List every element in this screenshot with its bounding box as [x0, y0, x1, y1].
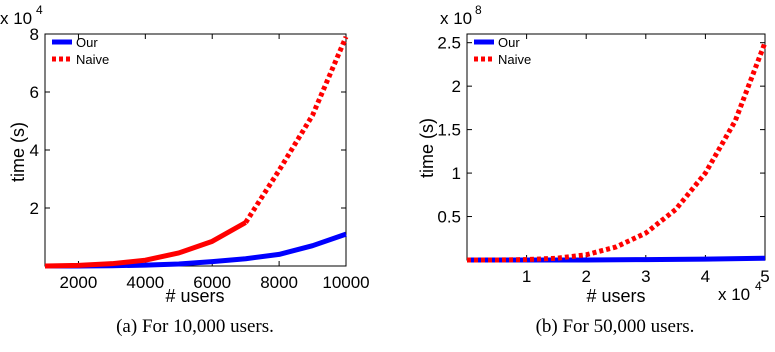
series-naive-line: [467, 41, 768, 263]
legend-label-our: Our: [498, 35, 520, 50]
y-tick-label: 6: [30, 83, 39, 102]
y-axis-label-a: time (s): [8, 122, 28, 182]
x-tick-label: 8000: [260, 273, 298, 292]
legend-b: Our Naive: [474, 35, 531, 67]
legend-label-naive: Naive: [498, 52, 531, 67]
series-naive-line: [44, 220, 247, 269]
y-axis-label-b: time (s): [417, 118, 437, 178]
x-tick-label: 4: [701, 267, 710, 286]
x-tick-label: 3: [641, 267, 650, 286]
y-tick-label: 2: [452, 77, 461, 96]
y-exponent-power-a: 4: [36, 3, 43, 17]
x-tick-label: 6000: [193, 273, 231, 292]
legend-label-naive: Naive: [76, 52, 109, 67]
y-tick-label: 2.5: [437, 34, 461, 53]
x-axis-label-b: # users: [586, 286, 645, 306]
x-exponent-base-b: x 10: [718, 285, 750, 304]
caption-b: (b) For 50,000 users.: [536, 316, 695, 337]
legend-a: Our Naive: [52, 35, 109, 67]
y-tick-label: 1.5: [437, 121, 461, 140]
plot-area-b: [466, 33, 766, 261]
x-tick-label: 4000: [126, 273, 164, 292]
y-tick-label: 2: [30, 199, 39, 218]
x-exponent-power-b: 4: [755, 279, 762, 293]
axis-ticks-b: 1 2 3 4 5 0.5 1 1.5 2 2.5: [437, 34, 769, 286]
legend-label-our: Our: [76, 35, 98, 50]
caption-a: (a) For 10,000 users.: [116, 316, 274, 337]
y-exponent-base-b: x 10: [440, 9, 472, 28]
x-tick-label: 2: [581, 267, 590, 286]
axis-ticks-a: 2000 4000 6000 8000 10000 2 4 6 8: [30, 25, 370, 292]
x-tick-label: 2000: [60, 273, 98, 292]
y-tick-label: 8: [30, 25, 39, 44]
series-layer-b: [467, 41, 768, 263]
y-tick-label: 1: [452, 164, 461, 183]
plot-area-a: [44, 33, 347, 267]
y-tick-label: 0.5: [437, 208, 461, 227]
series-naive-line-dotted: [243, 35, 349, 224]
x-tick-label: 5: [760, 267, 769, 286]
y-tick-label: 4: [30, 141, 39, 160]
series-layer-a: [44, 35, 349, 269]
x-axis-label-a: # users: [165, 286, 224, 306]
y-exponent-base-a: x 10: [0, 9, 32, 28]
y-exponent-power-b: 8: [475, 3, 482, 17]
x-tick-label: 1: [522, 267, 531, 286]
x-tick-label: 10000: [322, 273, 369, 292]
